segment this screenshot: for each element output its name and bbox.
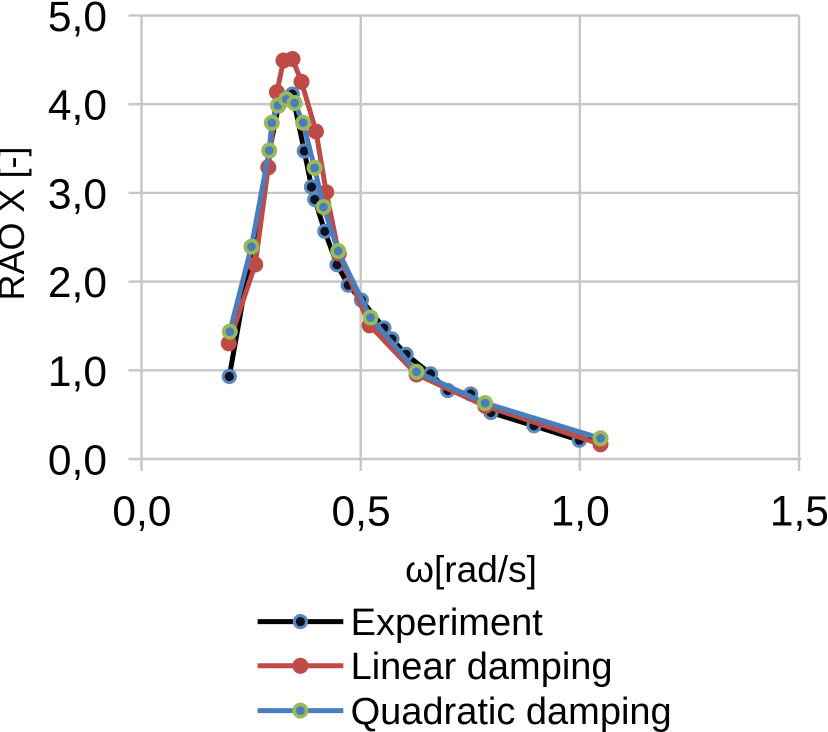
svg-text:0,5: 0,5 bbox=[332, 489, 391, 536]
svg-text:Experiment: Experiment bbox=[351, 602, 544, 644]
svg-text:ω[rad/s]: ω[rad/s] bbox=[405, 549, 537, 590]
svg-text:Linear damping: Linear damping bbox=[351, 646, 613, 688]
svg-text:1,0: 1,0 bbox=[48, 349, 107, 396]
svg-text:5,0: 5,0 bbox=[48, 0, 107, 41]
svg-text:Quadratic damping: Quadratic damping bbox=[351, 691, 672, 732]
svg-text:0,0: 0,0 bbox=[48, 438, 107, 485]
svg-text:1,0: 1,0 bbox=[551, 489, 610, 536]
svg-text:0,0: 0,0 bbox=[112, 489, 171, 536]
svg-text:RAO X [-]: RAO X [-] bbox=[0, 146, 32, 300]
svg-text:1,5: 1,5 bbox=[770, 489, 828, 536]
svg-text:3,0: 3,0 bbox=[48, 171, 107, 218]
svg-text:4,0: 4,0 bbox=[48, 83, 107, 130]
svg-text:2,0: 2,0 bbox=[48, 260, 107, 307]
